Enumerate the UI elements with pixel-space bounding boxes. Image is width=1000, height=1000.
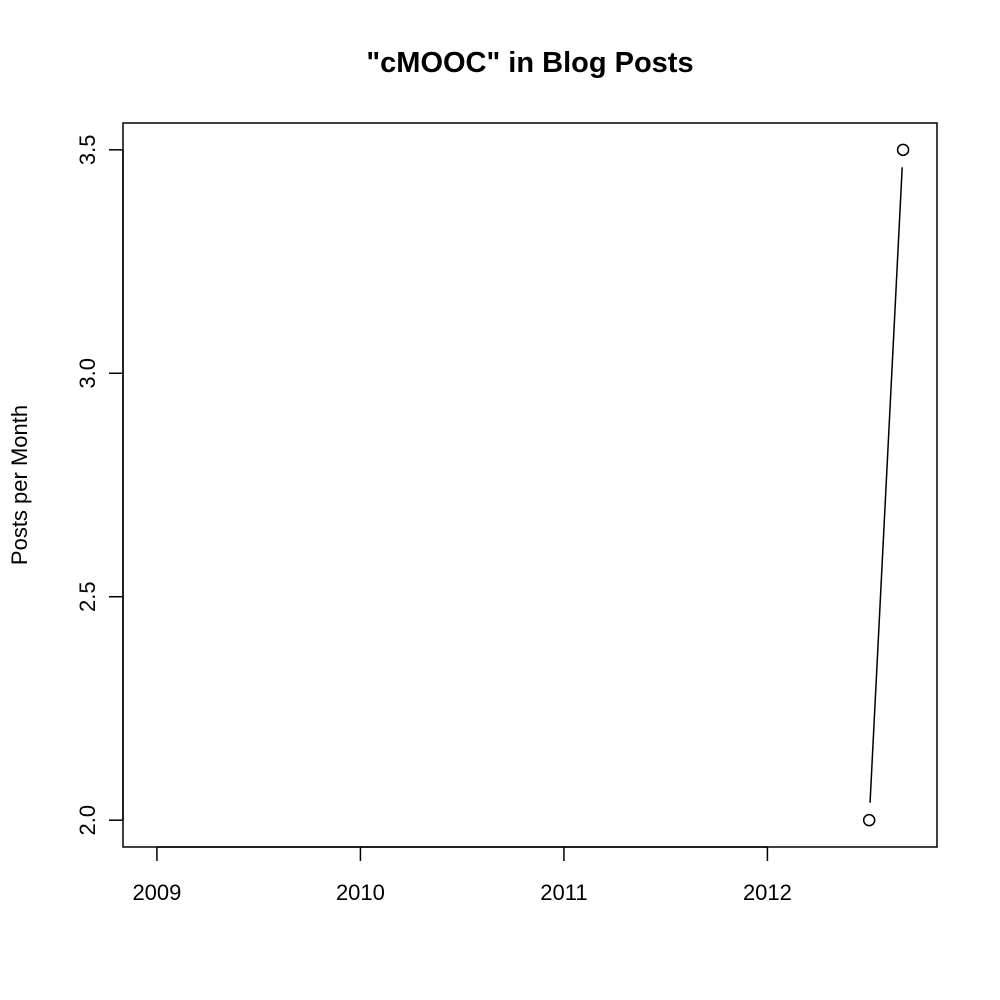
plot-frame: [122, 122, 938, 848]
x-axis: 2009 2010 2011 2012: [132, 846, 792, 905]
x-tick-label: 2012: [743, 880, 792, 905]
data-point: [862, 813, 876, 827]
x-tick-label: 2011: [540, 880, 587, 905]
y-tick-label: 3.0: [75, 358, 100, 389]
x-tick-label: 2010: [336, 880, 385, 905]
y-axis-label: Posts per Month: [7, 405, 32, 565]
chart-title: "cMOOC" in Blog Posts: [366, 47, 693, 79]
y-axis: 2.0 2.5 3.0 3.5: [75, 135, 124, 836]
data-point: [896, 143, 910, 157]
x-tick-label: 2009: [132, 880, 181, 905]
y-tick-label: 3.5: [75, 135, 100, 166]
y-tick-label: 2.0: [75, 805, 100, 836]
series-layer: [862, 143, 910, 827]
y-tick-label: 2.5: [75, 581, 100, 612]
series-line-segment: [869, 167, 903, 803]
